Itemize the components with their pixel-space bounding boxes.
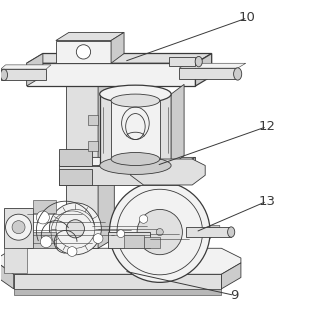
Polygon shape — [59, 149, 92, 166]
Text: 13: 13 — [259, 195, 275, 208]
Polygon shape — [14, 274, 221, 289]
Polygon shape — [111, 32, 124, 63]
Circle shape — [139, 215, 148, 223]
Polygon shape — [33, 200, 56, 213]
Polygon shape — [0, 263, 14, 289]
Polygon shape — [1, 69, 46, 80]
Circle shape — [40, 236, 52, 248]
Circle shape — [37, 211, 49, 224]
Polygon shape — [221, 263, 241, 289]
Ellipse shape — [234, 68, 242, 80]
Polygon shape — [33, 232, 56, 248]
Text: 10: 10 — [239, 11, 256, 24]
Polygon shape — [124, 235, 143, 248]
Polygon shape — [4, 248, 27, 273]
Polygon shape — [143, 237, 160, 248]
Polygon shape — [196, 54, 212, 86]
Circle shape — [6, 214, 32, 240]
Circle shape — [49, 203, 101, 255]
Polygon shape — [179, 68, 238, 79]
Polygon shape — [56, 32, 124, 40]
Polygon shape — [100, 94, 171, 166]
Polygon shape — [179, 157, 196, 185]
Polygon shape — [59, 157, 196, 166]
Polygon shape — [171, 84, 184, 166]
Polygon shape — [0, 248, 241, 274]
Circle shape — [110, 182, 210, 282]
Polygon shape — [27, 63, 196, 86]
Ellipse shape — [0, 69, 7, 81]
Ellipse shape — [100, 85, 171, 103]
Text: 12: 12 — [259, 120, 275, 133]
Polygon shape — [186, 227, 231, 237]
Polygon shape — [88, 115, 98, 125]
Polygon shape — [59, 169, 92, 185]
Circle shape — [67, 247, 77, 257]
Polygon shape — [27, 54, 212, 63]
Polygon shape — [56, 40, 111, 63]
Polygon shape — [66, 84, 98, 248]
Text: 9: 9 — [230, 289, 239, 302]
Polygon shape — [4, 208, 33, 248]
Polygon shape — [88, 141, 98, 151]
Polygon shape — [66, 74, 114, 84]
Circle shape — [76, 45, 91, 59]
Circle shape — [12, 221, 25, 234]
Circle shape — [156, 228, 163, 236]
Circle shape — [66, 220, 84, 238]
Polygon shape — [210, 225, 220, 239]
Ellipse shape — [195, 56, 202, 67]
Ellipse shape — [111, 94, 160, 107]
Polygon shape — [14, 289, 221, 295]
Polygon shape — [130, 159, 205, 185]
Circle shape — [93, 234, 103, 243]
Polygon shape — [111, 101, 160, 159]
Polygon shape — [179, 63, 246, 68]
Circle shape — [137, 210, 182, 255]
Ellipse shape — [100, 157, 171, 174]
Polygon shape — [1, 65, 51, 69]
Circle shape — [117, 230, 125, 238]
Polygon shape — [98, 74, 114, 248]
Polygon shape — [170, 57, 196, 67]
Polygon shape — [27, 54, 43, 86]
Ellipse shape — [111, 153, 160, 166]
Ellipse shape — [228, 227, 235, 237]
Polygon shape — [108, 232, 150, 248]
Polygon shape — [59, 166, 179, 185]
